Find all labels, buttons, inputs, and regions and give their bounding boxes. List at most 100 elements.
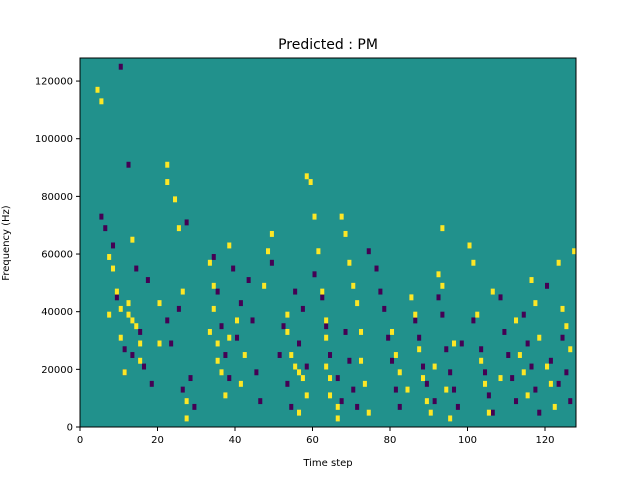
- x-tick-label: 60: [306, 435, 319, 446]
- heatmap-cell-high: [207, 259, 212, 266]
- heatmap-cell-high: [238, 380, 243, 387]
- heatmap-cell-low: [324, 323, 329, 330]
- heatmap-cell-high: [440, 225, 445, 232]
- heatmap-cell-high: [366, 409, 371, 416]
- heatmap-cell-high: [486, 409, 491, 416]
- heatmap-cell-high: [289, 352, 294, 358]
- heatmap-cell-high: [432, 363, 437, 370]
- heatmap-cell-low: [366, 248, 371, 255]
- heatmap-cell-high: [413, 311, 418, 318]
- chart-title: Predicted : PM: [278, 37, 378, 53]
- heatmap-cell-high: [138, 357, 143, 364]
- heatmap-cell-high: [335, 403, 340, 410]
- heatmap-cell-high: [548, 380, 553, 387]
- heatmap-cell-high: [409, 294, 414, 301]
- heatmap-cell-low: [304, 363, 309, 370]
- y-tick-label: 20000: [41, 365, 73, 376]
- heatmap-cell-high: [359, 328, 364, 335]
- heatmap-cell-high: [126, 300, 131, 307]
- y-tick-label: 0: [67, 423, 73, 434]
- heatmap-cell-high: [215, 340, 220, 347]
- heatmap-cell-low: [548, 357, 553, 364]
- heatmap-cell-high: [556, 259, 561, 266]
- heatmap-cell-low: [417, 334, 422, 341]
- heatmap-cell-high: [262, 282, 267, 289]
- heatmap-cell-low: [126, 161, 131, 168]
- heatmap-cell-high: [107, 311, 112, 318]
- heatmap-cell-low: [459, 340, 464, 347]
- heatmap-cell-high: [467, 242, 472, 249]
- heatmap-background: [80, 58, 576, 427]
- heatmap-cell-high: [130, 317, 135, 324]
- heatmap-cell-low: [568, 398, 573, 405]
- heatmap-cell-low: [479, 346, 484, 353]
- heatmap-cell-high: [223, 392, 228, 399]
- heatmap-cell-low: [436, 294, 441, 301]
- x-axis-ticks: 0 20 40 60 80 100 120: [77, 427, 555, 446]
- heatmap-cell-low: [99, 213, 104, 220]
- heatmap-cell-high: [564, 323, 569, 330]
- heatmap-cell-low: [537, 409, 542, 416]
- x-axis-label: Time step: [302, 458, 352, 469]
- heatmap-cell-low: [529, 363, 534, 370]
- heatmap-cell-high: [335, 415, 340, 422]
- heatmap-cell-high: [297, 409, 302, 416]
- heatmap-cell-low: [328, 352, 333, 358]
- heatmap-cell-low: [347, 357, 352, 364]
- heatmap-cell-low: [312, 271, 317, 278]
- y-tick-label: 80000: [41, 192, 73, 203]
- x-tick-label: 100: [458, 435, 477, 446]
- heatmap-cell-high: [138, 340, 143, 347]
- heatmap-cell-high: [475, 311, 480, 318]
- heatmap-cell-low: [165, 317, 170, 324]
- heatmap-cell-low: [235, 334, 240, 341]
- heatmap-cell-high: [215, 357, 220, 364]
- x-tick-label: 80: [384, 435, 397, 446]
- heatmap-cell-high: [211, 305, 216, 312]
- heatmap-cell-high: [173, 196, 178, 203]
- heatmap-cell-low: [293, 288, 298, 295]
- heatmap-cell-high: [165, 179, 170, 185]
- heatmap-cell-low: [421, 363, 426, 370]
- heatmap-cell-high: [448, 415, 453, 422]
- heatmap-cell-low: [184, 219, 189, 226]
- x-tick-label: 0: [77, 435, 83, 446]
- heatmap-cell-low: [269, 259, 274, 266]
- heatmap-cell-high: [122, 369, 127, 376]
- heatmap-cell-low: [510, 375, 515, 382]
- heatmap-cell-high: [219, 369, 224, 376]
- heatmap-cell-low: [130, 352, 135, 358]
- heatmap-cell-low: [118, 63, 123, 70]
- heatmap-cell-low: [564, 369, 569, 376]
- heatmap-cell-high: [304, 392, 309, 399]
- heatmap-cell-high: [99, 98, 104, 105]
- heatmap-cell-low: [390, 357, 395, 364]
- heatmap-cell-high: [405, 386, 410, 393]
- heatmap-cell-low: [335, 375, 340, 382]
- heatmap-cell-low: [211, 254, 216, 260]
- heatmap-cell-low: [285, 380, 290, 387]
- heatmap-cell-low: [498, 294, 503, 301]
- heatmap-cell-high: [397, 369, 402, 376]
- heatmap-cell-high: [300, 375, 305, 382]
- heatmap-cell-low: [176, 305, 181, 312]
- heatmap-cell-high: [227, 334, 232, 341]
- heatmap-cell-high: [471, 259, 476, 266]
- heatmap-cell-low: [521, 311, 526, 318]
- heatmap-cell-low: [506, 352, 511, 358]
- heatmap-cell-high: [545, 363, 550, 370]
- y-tick-label: 60000: [41, 250, 73, 261]
- heatmap-cell-high: [452, 340, 457, 347]
- heatmap-cell-low: [277, 352, 282, 358]
- heatmap-cell-low: [533, 386, 538, 393]
- heatmap-cell-low: [343, 328, 348, 335]
- y-tick-label: 100000: [35, 134, 73, 145]
- heatmap-cell-high: [479, 357, 484, 364]
- heatmap-cell-low: [471, 317, 476, 324]
- heatmap-cell-high: [180, 288, 185, 295]
- heatmap-cell-high: [297, 369, 302, 376]
- heatmap-cell-high: [266, 248, 271, 255]
- heatmap-cell-low: [219, 323, 224, 330]
- heatmap-cell-low: [114, 294, 119, 301]
